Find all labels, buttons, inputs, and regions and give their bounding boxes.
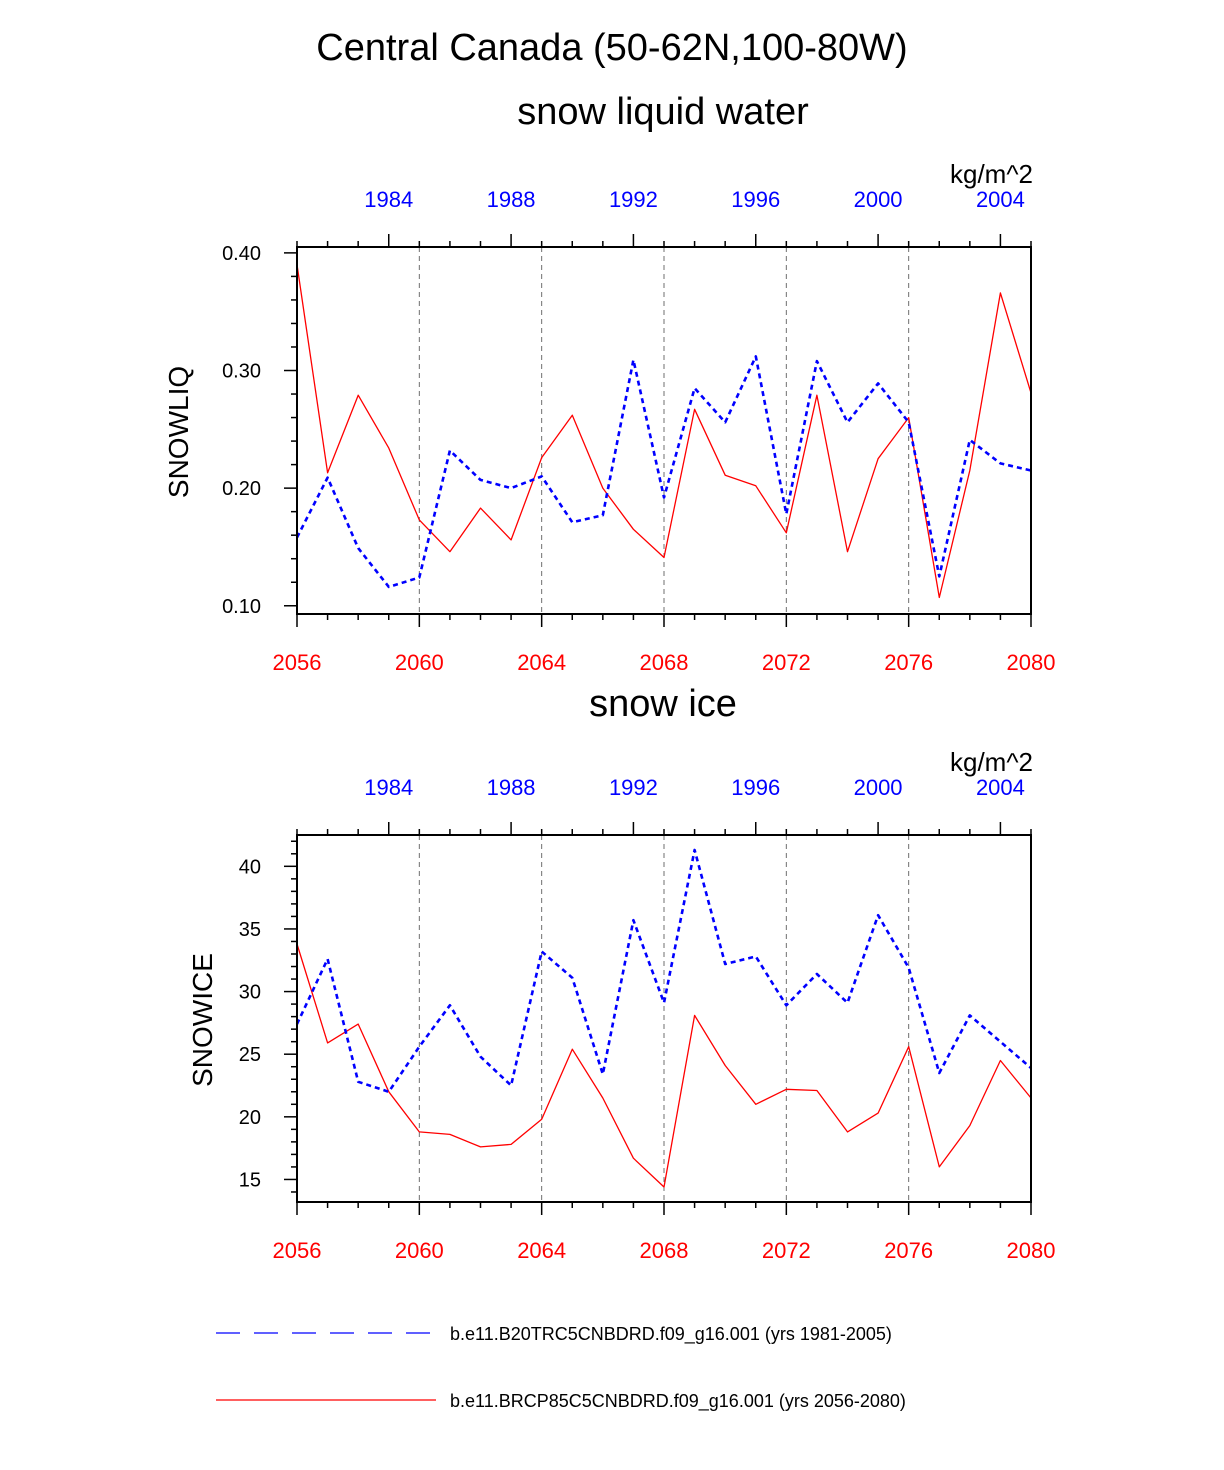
top-x-tick-label: 2004 (976, 775, 1025, 800)
y-axis-label: SNOWICE (187, 953, 218, 1087)
y-tick-label: 0.40 (222, 243, 261, 265)
bottom-x-tick-label: 2072 (762, 1238, 811, 1263)
top-x-tick-label: 1996 (731, 775, 780, 800)
y-tick-label: 35 (239, 919, 261, 941)
bottom-x-tick-label: 2060 (395, 1238, 444, 1263)
chart-title: snow ice (589, 683, 737, 725)
legend-label-rcp85: b.e11.BRCP85C5CNBDRD.f09_g16.001 (yrs 20… (450, 1391, 906, 1412)
series-lines (295, 264, 1032, 599)
bottom-x-tick-labels: 2056 2060 2064 2068 2072 2076 2080 (273, 650, 1056, 675)
top-x-tick-label: 1992 (609, 775, 658, 800)
series-line-rcp85 (296, 264, 1032, 599)
bottom-x-tick-label: 2068 (640, 1238, 689, 1263)
axis-ticks (284, 822, 1032, 1215)
top-x-tick-label: 2000 (854, 775, 903, 800)
y-axis-label: SNOWLIQ (163, 366, 194, 498)
y-tick-label: 0.20 (222, 478, 261, 500)
figure-title: Central Canada (50-62N,100-80W) (316, 27, 907, 69)
y-tick-label: 20 (239, 1107, 261, 1129)
top-x-tick-label: 1988 (487, 775, 536, 800)
top-x-tick-labels: 1984 1988 1992 1996 2000 2004 (364, 187, 1025, 212)
units-label: kg/m^2 (950, 747, 1033, 777)
axis-ticks (284, 234, 1032, 627)
bottom-x-tick-labels: 2056 2060 2064 2068 2072 2076 2080 (273, 1238, 1056, 1263)
y-tick-label: 40 (239, 856, 261, 878)
top-x-tick-labels: 1984 1988 1992 1996 2000 2004 (364, 775, 1025, 800)
y-tick-label: 25 (239, 1044, 261, 1066)
vertical-grid-lines (418, 835, 910, 1202)
chart-snow-liquid-water: snow liquid water kg/m^2 SNOWLIQ 0.10 0.2… (163, 91, 1055, 675)
legend-label-historical: b.e11.B20TRC5CNBDRD.f09_g16.001 (yrs 198… (450, 1324, 892, 1345)
y-tick-label: 15 (239, 1169, 261, 1191)
y-tick-label: 30 (239, 982, 261, 1004)
series-line-historical (295, 355, 1032, 589)
y-tick-label: 0.10 (222, 596, 261, 618)
top-x-tick-label: 1984 (364, 775, 413, 800)
top-x-tick-label: 2000 (854, 187, 903, 212)
top-x-tick-label: 2004 (976, 187, 1025, 212)
y-tick-labels: 0.10 0.20 0.30 0.40 (222, 243, 261, 618)
top-x-tick-label: 1992 (609, 187, 658, 212)
bottom-x-tick-label: 2080 (1007, 650, 1056, 675)
bottom-x-tick-label: 2076 (884, 650, 933, 675)
y-tick-labels: 15 20 25 30 35 40 (239, 856, 261, 1191)
series-line-rcp85 (296, 943, 1032, 1188)
units-label: kg/m^2 (950, 159, 1033, 189)
bottom-x-tick-label: 2060 (395, 650, 444, 675)
bottom-x-tick-label: 2072 (762, 650, 811, 675)
plot-frame (296, 246, 1032, 615)
bottom-x-tick-label: 2076 (884, 1238, 933, 1263)
plot-frame (296, 834, 1032, 1203)
bottom-x-tick-label: 2064 (517, 650, 566, 675)
bottom-x-tick-label: 2064 (517, 1238, 566, 1263)
bottom-x-tick-label: 2056 (273, 650, 322, 675)
top-x-tick-label: 1984 (364, 187, 413, 212)
chart-title: snow liquid water (517, 91, 809, 133)
top-x-tick-label: 1988 (487, 187, 536, 212)
bottom-x-tick-label: 2068 (640, 650, 689, 675)
vertical-grid-lines (418, 247, 910, 614)
series-lines (295, 848, 1032, 1188)
chart-snow-ice: snow ice kg/m^2 SNOWICE 15 20 25 30 35 40 205… (187, 683, 1055, 1263)
legend: b.e11.B20TRC5CNBDRD.f09_g16.001 (yrs 198… (216, 1324, 906, 1412)
bottom-x-tick-label: 2080 (1007, 1238, 1056, 1263)
bottom-x-tick-label: 2056 (273, 1238, 322, 1263)
top-x-tick-label: 1996 (731, 187, 780, 212)
y-tick-label: 0.30 (222, 361, 261, 383)
